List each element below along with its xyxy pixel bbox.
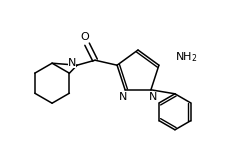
Text: N: N (148, 92, 156, 102)
Text: NH$_2$: NH$_2$ (174, 50, 197, 64)
Text: N: N (118, 92, 127, 102)
Text: O: O (80, 32, 89, 42)
Text: N: N (68, 58, 76, 68)
